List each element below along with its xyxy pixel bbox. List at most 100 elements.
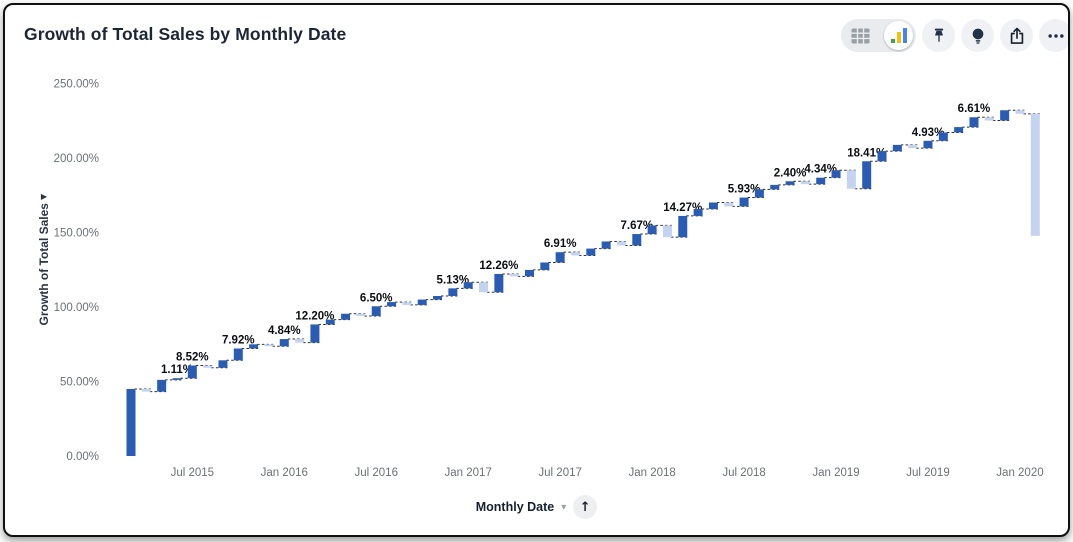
waterfall-bar[interactable]	[984, 117, 994, 121]
waterfall-bar[interactable]	[402, 302, 412, 305]
waterfall-bar[interactable]	[1000, 110, 1010, 121]
waterfall-bar[interactable]	[448, 288, 458, 296]
waterfall-bar[interactable]	[203, 365, 213, 368]
waterfall-bar[interactable]	[279, 339, 289, 347]
waterfall-bar[interactable]	[310, 324, 320, 343]
y-axis-tick-label: 200.00%	[54, 153, 99, 165]
x-axis-title[interactable]: Monthly Date	[475, 500, 555, 514]
bar-value-label: 4.93%	[912, 127, 945, 139]
waterfall-bar[interactable]	[816, 177, 826, 185]
waterfall-bar[interactable]	[325, 319, 335, 325]
waterfall-bar[interactable]	[923, 140, 933, 149]
waterfall-bar[interactable]	[463, 282, 473, 289]
waterfall-bar[interactable]	[908, 144, 918, 149]
waterfall-bar[interactable]	[157, 379, 167, 392]
waterfall-bar[interactable]	[509, 273, 519, 277]
bar-chart-icon	[890, 27, 908, 45]
y-axis-tick-label: 250.00%	[54, 79, 99, 91]
x-axis-tick-label: Jan 2016	[261, 467, 308, 479]
waterfall-bar[interactable]	[586, 248, 596, 256]
waterfall-bar[interactable]	[800, 181, 810, 185]
x-axis-tick-label: Jul 2017	[538, 467, 581, 479]
axis-arrow-icon: ▶	[40, 192, 48, 201]
waterfall-bar[interactable]	[693, 209, 703, 216]
bar-value-label: 14.27%	[663, 202, 702, 214]
waterfall-bar[interactable]	[708, 202, 718, 210]
waterfall-bar[interactable]	[862, 161, 872, 189]
waterfall-bar[interactable]	[387, 302, 397, 307]
bar-value-label: 12.20%	[295, 310, 334, 322]
share-button[interactable]	[1000, 19, 1033, 52]
waterfall-bar[interactable]	[433, 295, 443, 300]
bar-value-label: 8.52%	[176, 352, 209, 364]
y-axis-tick-label: 0.00%	[66, 451, 99, 463]
y-axis-title[interactable]: ▶ Growth of Total Sales	[31, 192, 57, 326]
waterfall-bar[interactable]	[555, 252, 565, 263]
waterfall-bar[interactable]	[877, 151, 887, 162]
waterfall-bar[interactable]	[662, 225, 672, 238]
waterfall-bar[interactable]	[724, 202, 734, 207]
bar-value-label: 7.92%	[222, 334, 255, 346]
waterfall-bar[interactable]	[295, 339, 305, 343]
waterfall-bar[interactable]	[417, 299, 427, 305]
waterfall-bar[interactable]	[846, 170, 856, 189]
chart-view-button[interactable]	[884, 21, 913, 50]
waterfall-bar[interactable]	[540, 262, 550, 270]
waterfall-bar[interactable]	[647, 225, 657, 235]
x-axis-control: Monthly Date ▾ ↑	[5, 495, 1068, 519]
x-axis-tick-label: Jul 2016	[354, 467, 397, 479]
waterfall-bar[interactable]	[739, 197, 749, 207]
waterfall-bar[interactable]	[494, 273, 504, 293]
ellipsis-icon	[1046, 26, 1066, 46]
bar-value-label: 4.34%	[804, 164, 837, 176]
waterfall-bar[interactable]	[341, 313, 351, 320]
waterfall-bar[interactable]	[785, 181, 795, 185]
waterfall-bar[interactable]	[233, 348, 243, 361]
bar-value-label: 7.67%	[620, 220, 653, 232]
waterfall-bar[interactable]	[616, 241, 626, 246]
waterfall-bar[interactable]	[754, 189, 764, 198]
waterfall-bar[interactable]	[601, 241, 611, 249]
waterfall-bar[interactable]	[969, 117, 979, 128]
waterfall-bar[interactable]	[371, 306, 381, 316]
waterfall-bar[interactable]	[264, 344, 274, 347]
bar-value-label: 12.26%	[479, 260, 518, 272]
pin-button[interactable]	[922, 19, 955, 52]
bar-value-label: 6.91%	[544, 238, 577, 250]
waterfall-bar[interactable]	[1030, 113, 1040, 236]
x-axis-tick-label: Jul 2015	[171, 467, 214, 479]
view-toggle[interactable]	[841, 19, 916, 52]
table-view-button[interactable]	[843, 19, 877, 52]
waterfall-bar[interactable]	[249, 344, 259, 349]
chevron-down-icon: ▾	[561, 501, 567, 513]
waterfall-bar[interactable]	[218, 360, 228, 368]
table-grid-icon	[851, 28, 870, 44]
waterfall-bar[interactable]	[770, 184, 780, 190]
bar-value-label: 5.93%	[728, 184, 761, 196]
waterfall-bar[interactable]	[954, 127, 964, 133]
waterfall-bar[interactable]	[126, 388, 136, 456]
waterfall-bar[interactable]	[1015, 110, 1025, 114]
waterfall-bar[interactable]	[356, 313, 366, 316]
waterfall-bar[interactable]	[570, 252, 580, 256]
more-button[interactable]	[1039, 19, 1068, 52]
waterfall-bar[interactable]	[525, 269, 535, 277]
waterfall-chart: 0.00% 50.00% 100.00% 150.00% 200.00% 250.00% 1…	[54, 79, 1044, 480]
waterfall-bar[interactable]	[678, 215, 688, 238]
chart-widget-card: Growth of Total Sales by Monthly Date	[3, 3, 1070, 537]
bar-value-label: 4.84%	[268, 325, 301, 337]
waterfall-bar[interactable]	[187, 365, 197, 379]
sort-ascending-button[interactable]: ↑	[573, 495, 598, 519]
y-axis-title-label: Growth of Total Sales	[37, 203, 51, 326]
waterfall-bar[interactable]	[479, 282, 489, 293]
explore-button[interactable]	[961, 19, 994, 52]
waterfall-bar[interactable]	[938, 132, 948, 141]
waterfall-bar[interactable]	[892, 144, 902, 152]
waterfall-bar[interactable]	[632, 234, 642, 246]
waterfall-bar[interactable]	[141, 388, 151, 392]
chart-title: Growth of Total Sales by Monthly Date	[24, 24, 347, 44]
widget-toolbar	[841, 19, 1068, 52]
lightbulb-icon	[968, 26, 988, 46]
waterfall-bar[interactable]	[831, 170, 841, 178]
waterfall-bar[interactable]	[172, 378, 182, 380]
